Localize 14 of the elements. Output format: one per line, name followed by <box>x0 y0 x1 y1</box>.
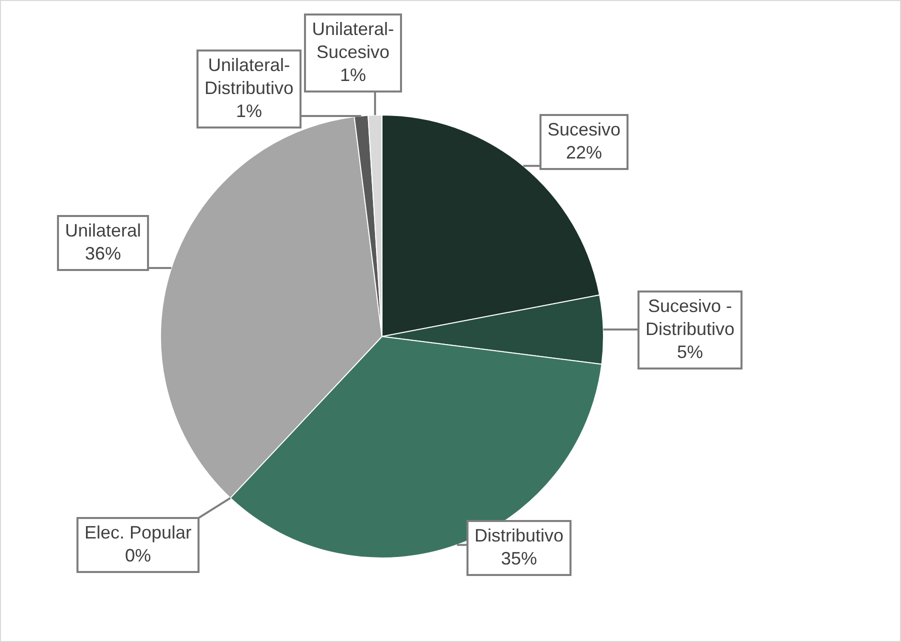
data-label: 1% <box>236 100 262 121</box>
data-label: 22% <box>566 142 602 162</box>
slice-label: Distributivo <box>474 525 564 546</box>
slice-label: Unilateral-Distributivo <box>204 54 294 98</box>
slice-label: Sucesivo <box>547 119 621 140</box>
data-label: 36% <box>84 243 122 264</box>
slice-label: Unilateral-Sucesivo <box>312 18 394 62</box>
data-label: 5% <box>676 342 704 362</box>
slice-label: Sucesivo - Distributivo <box>645 296 735 339</box>
text: 0% <box>124 545 152 566</box>
data-label: 1% <box>340 64 366 85</box>
slice-label: Unilateral <box>64 220 142 240</box>
category-label: Elec. Popular <box>84 522 192 542</box>
data-label: 35% <box>500 548 538 568</box>
